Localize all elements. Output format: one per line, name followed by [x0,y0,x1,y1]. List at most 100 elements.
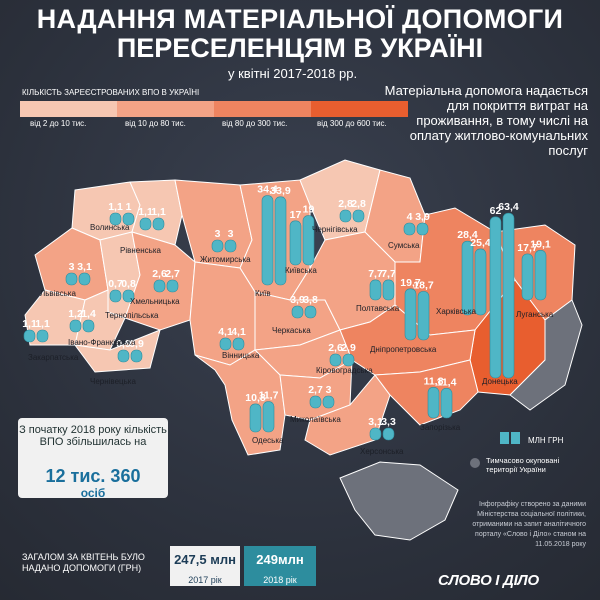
bar-region-15-2017 [489,216,502,379]
value-label-region-16-2017: 19,7 [400,277,421,289]
legend-swatch-4 [311,101,408,117]
bar-region-12-2017 [369,279,382,301]
region-odeska [194,349,286,456]
value-label-region-6-2018: 3,9 [415,211,430,223]
bar-region-24-2017 [427,387,440,419]
value-label-region-20-2018: 0,9 [129,338,144,350]
value-label-region-11-2017: 3,9 [290,294,305,306]
legend-swatch-3 [214,101,311,117]
info-big-number: 12 тис. 360 [45,466,141,486]
value-label-region-15-2018: 63,4 [498,201,519,213]
bar-region-4-2017 [289,220,302,266]
value-label-region-2-2018: 3 [228,228,234,240]
legend-title: КІЛЬКІСТЬ ЗАРЕЄСТРОВАНИХ ВПО В УКРАЇНІ [22,88,200,97]
value-label-region-20-2017: 0,9 [116,338,131,350]
value-label-region-19-2017: 1,2 [68,308,83,320]
value-label-region-15-2017: 62 [490,205,502,217]
bar-region-9-2017 [153,279,166,293]
legend-occupied-dot [470,458,480,468]
bar-region-9-2018 [166,279,179,293]
region-name-11: Черкаська [272,326,311,335]
value-label-region-21-2017: 10,8 [245,392,266,404]
value-label-region-18-2017: 1,1 [22,318,37,330]
value-label-region-7-2018: 3,1 [77,261,92,273]
value-label-region-3-2017: 34,4 [257,184,278,196]
bar-region-7-2017 [65,272,78,286]
region-name-23: Херсонська [360,447,404,456]
value-label-region-13-2017: 28,4 [457,229,478,241]
bar-region-19-2018 [82,319,95,333]
value-label-region-3-2018: 33,9 [270,185,291,197]
bar-region-5-2017 [339,209,352,223]
value-label-region-12-2017: 7,7 [368,268,383,280]
legend-label-3: від 80 до 300 тис. [222,119,288,128]
bar-region-24-2018 [440,388,453,419]
bar-region-10-2018 [232,337,245,351]
subtitle: у квітні 2017-2018 рр. [228,66,358,81]
bar-region-17-2017 [329,353,342,367]
region-name-1: Рівненська [120,246,161,255]
bar-region-10-2017 [219,337,232,351]
bar-region-6-2017 [403,222,416,236]
title-line-2: ПЕРЕСЕЛЕНЦЯМ В УКРАЇНІ [116,33,484,63]
region-khersonska [304,374,391,456]
value-label-region-10-2017: 4,1 [218,326,233,338]
value-label-region-4-2018: 19 [303,204,315,216]
legend-label-4: від 300 до 600 тис. [317,119,387,128]
value-label-region-12-2018: 7,7 [381,268,396,280]
total-2018-value: 249млн [244,546,316,574]
bar-region-23-2018 [382,427,395,441]
bar-region-17-2018 [342,353,355,367]
value-label-region-7-2017: 3 [69,261,75,273]
bar-region-20-2018 [130,349,143,363]
value-label-region-8-2018: 0,8 [121,278,136,290]
region-name-2: Житомирська [200,255,251,264]
region-name-19: Івано-Франківська [68,338,136,347]
value-label-region-23-2018: 3,3 [381,416,396,428]
bar-region-21-2017 [249,403,262,433]
bar-region-22-2018 [322,395,335,409]
value-label-region-21-2018: 11,7 [259,390,279,402]
region-name-8: Тернопільська [105,311,159,320]
legend-bar-icon-2 [511,432,520,444]
value-label-region-11-2018: 3,8 [303,294,318,306]
info-box [18,418,168,498]
bar-region-16-2017 [404,288,417,341]
value-label-region-22-2017: 2,7 [308,384,323,396]
value-label-region-8-2017: 0,7 [108,278,123,290]
region-name-5: Чернігівська [312,225,358,234]
value-label-region-0-2017: 1,1 [108,201,123,213]
region-name-13: Харківська [436,307,477,316]
region-name-10: Вінницька [222,351,260,360]
bar-region-11-2018 [304,305,317,319]
bar-region-2-2018 [224,239,237,253]
logo: СЛОВО І ДІЛО [438,572,539,589]
bar-region-15-2018 [502,212,515,379]
legend-swatch-2 [117,101,214,117]
bar-region-21-2018 [262,401,275,433]
bar-region-11-2017 [291,305,304,319]
total-2017-year: 2017 рік [170,574,240,586]
region-name-6: Сумська [388,241,420,250]
region-name-3: Київ [255,289,271,298]
value-label-region-10-2018: 4,1 [231,326,246,338]
value-label-region-5-2017: 2,8 [338,198,353,210]
bar-region-0-2018 [122,212,135,226]
region-name-22: Миколаївська [290,415,341,424]
value-label-region-24-2018: 11,4 [437,376,457,388]
value-label-region-23-2017: 3,1 [368,416,383,428]
bar-region-4-2018 [302,215,315,266]
value-label-region-13-2018: 25,4 [470,237,491,249]
bar-region-3-2018 [274,196,287,286]
legend-bar-icon [500,432,509,444]
bar-region-20-2017 [117,349,130,363]
value-label-region-2-2017: 3 [215,228,221,240]
value-label-region-19-2018: 1,4 [81,308,96,320]
region-name-14: Луганська [516,310,554,319]
value-label-region-1-2017: 1,1 [138,206,153,218]
bar-region-0-2017 [109,212,122,226]
value-label-region-6-2017: 4 [407,211,413,223]
value-label-region-24-2017: 11,8 [424,375,444,387]
